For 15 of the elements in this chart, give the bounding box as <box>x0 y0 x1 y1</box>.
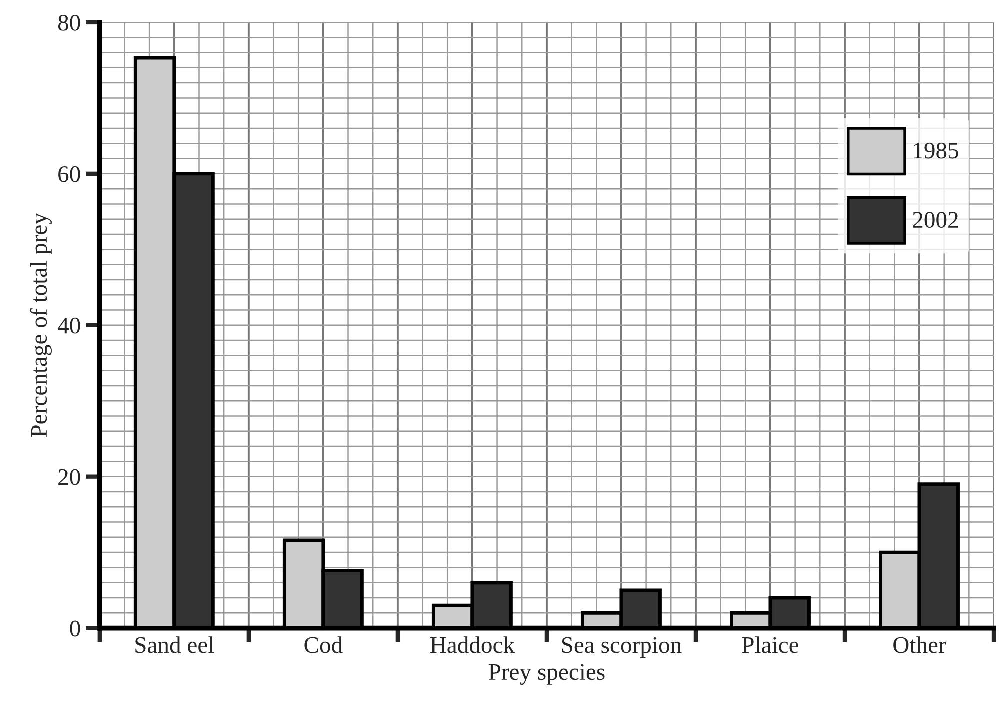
x-tick-label: Other <box>894 636 946 654</box>
x-tick-label: Sea scorpion <box>562 637 682 658</box>
x-tick-label: Haddock <box>430 636 516 654</box>
legend-label: 1985 <box>914 142 958 159</box>
y-tick-label: 20 <box>58 469 80 486</box>
y-tick-label: 80 <box>58 14 80 31</box>
legend-label: 2002 <box>913 212 958 228</box>
x-tick-label: Sand eel <box>136 636 214 654</box>
y-tick-label: 0 <box>70 620 80 637</box>
x-tick-label: Plaice <box>742 636 799 654</box>
y-tick-label: 60 <box>58 166 80 182</box>
y-tick-label: 40 <box>58 318 80 334</box>
y-axis-title: Percentage of total prey <box>30 213 52 438</box>
x-tick-label: Cod <box>304 636 343 654</box>
x-axis-title: Prey species <box>488 664 605 686</box>
